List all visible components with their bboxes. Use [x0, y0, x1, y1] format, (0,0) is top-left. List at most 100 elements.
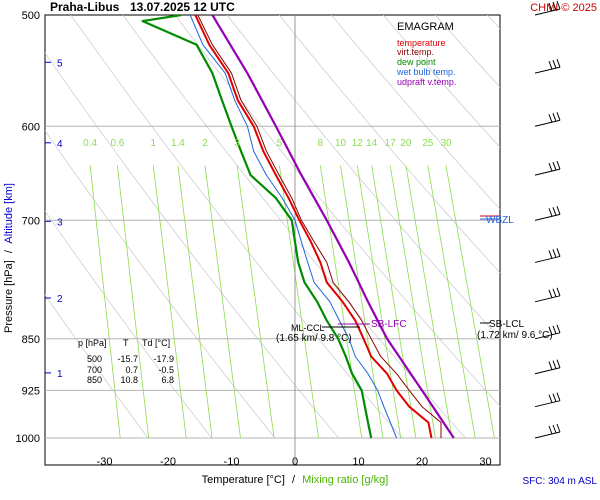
mixing-ratio-line: [371, 165, 417, 439]
pressure-tick-label: 850: [22, 334, 40, 346]
wind-barb-feather: [552, 424, 557, 434]
legend-item-virt-temp: virt.temp.: [397, 47, 434, 57]
x-axis-title: Temperature [°C] / Mixing ratio [g/kg]: [202, 474, 389, 486]
ml-ccl-label: ML-CCL: [291, 323, 325, 333]
pressure-tick-label: 700: [22, 215, 40, 227]
altitude-tick-label: 2: [57, 294, 63, 305]
temperature-tick-label: -30: [97, 456, 113, 468]
mixing-ratio-label: 17: [385, 138, 397, 149]
x-axis-label-temp: Temperature [°C]: [202, 474, 285, 486]
wind-barb-feather: [556, 392, 561, 401]
datetime-title: 13.07.2025 12 UTC: [130, 0, 235, 14]
wind-barb: [534, 160, 561, 176]
credit-label: CHMI © 2025: [530, 2, 597, 14]
wind-barb-feather: [556, 324, 561, 333]
wind-barb-feather: [556, 206, 561, 215]
wind-barb-feather: [556, 58, 561, 68]
mixing-ratio-line: [204, 165, 241, 439]
wind-barb: [534, 248, 561, 263]
temperature-tick-label: 30: [479, 456, 491, 468]
legend-item-temperature: temperature: [397, 38, 446, 48]
wind-barb-feather: [556, 359, 561, 368]
wind-barb-feather: [548, 326, 553, 335]
mixing-ratio-line: [356, 165, 402, 439]
wind-barb: [534, 0, 561, 16]
mixing-ratio-label: 1: [151, 138, 157, 149]
wind-barb-feather: [552, 161, 557, 171]
wind-barb: [534, 206, 561, 221]
mixing-ratio-label: 20: [400, 138, 412, 149]
table-row: 6.8: [161, 375, 174, 385]
dry-adiabat: [330, 15, 500, 210]
temperature-tick-label: 10: [352, 456, 364, 468]
wind-barb-feather: [548, 425, 553, 435]
wind-barb: [534, 287, 561, 303]
mixing-ratio-label: 3: [234, 138, 240, 149]
dry-adiabat: [45, 210, 212, 439]
mixing-ratio-label: 10: [335, 138, 347, 149]
svg-text:Pressure [hPa] / A: Pressure [hPa] / Altitude [km]: [3, 183, 15, 333]
mixing-ratio-line: [236, 165, 275, 439]
sb-lfc-label: SB-LFC: [371, 319, 407, 330]
wind-barb-feather: [556, 160, 561, 170]
x-axis-label-sep: /: [292, 474, 296, 486]
wind-barb-feather: [552, 59, 557, 69]
wind-barb: [534, 324, 561, 340]
pressure-tick-label: 925: [22, 385, 40, 397]
wind-barb: [534, 423, 561, 439]
y-axis-title: Pressure [hPa] / Altitude [km]: [3, 183, 15, 333]
mixing-ratio-line: [152, 165, 187, 439]
sb-lcl-value: (1.72 km/ 9.6 °C): [477, 330, 553, 341]
legend-item-updraft: udpraft v.temp.: [397, 77, 456, 87]
table-header-t: T: [123, 338, 129, 348]
table-row: -0.5: [158, 365, 174, 375]
wind-barb-feather: [548, 60, 553, 70]
wind-barb-feather: [552, 113, 557, 122]
wind-barb-feather: [552, 207, 557, 216]
wind-barb-feather: [548, 394, 553, 403]
mixing-ratio-label: 1.4: [171, 138, 185, 149]
temperature-tick-label: -10: [224, 456, 240, 468]
table-row: 700: [87, 365, 102, 375]
table-row: 0.7: [125, 365, 138, 375]
sb-lcl-label: SB-LCL: [489, 319, 524, 330]
mixing-ratio-label: 25: [422, 138, 434, 149]
mixing-ratio-line: [445, 165, 495, 439]
wind-barb-feather: [556, 112, 561, 121]
mixing-ratio-line: [319, 165, 363, 439]
dry-adiabat: [174, 15, 500, 407]
pressure-tick-label: 1000: [16, 433, 40, 445]
wind-barb-feather: [552, 249, 557, 258]
mixing-ratio-line: [389, 165, 436, 439]
series-udpraft-v-temp: [211, 15, 455, 439]
mixing-ratio-label: 14: [366, 138, 378, 149]
wind-barb-feather: [556, 423, 561, 433]
wind-barb-feather: [548, 208, 553, 217]
value-table: p [hPa] T Td [°C] 500 -15.7 -17.9 700 0.…: [78, 338, 174, 385]
dry-adiabat: [278, 15, 500, 274]
altitude-tick-label: 4: [57, 139, 63, 150]
dry-adiabat: [45, 129, 276, 439]
wind-barb-feather: [556, 0, 561, 10]
table-header-p: p [hPa]: [78, 338, 107, 348]
table-row: -15.7: [117, 354, 138, 364]
sfc-label: SFC: 304 m ASL: [523, 476, 598, 487]
altitude-tick-label: 5: [57, 58, 63, 69]
mixing-ratio-line: [89, 165, 121, 439]
altitude-tick-label: 1: [57, 369, 63, 380]
mixing-ratio-label: 2: [202, 138, 208, 149]
mixing-ratio-label: 0.4: [83, 138, 97, 149]
wind-barb-feather: [548, 114, 553, 123]
y-axis-label-altitude: Altitude [km]: [3, 183, 15, 244]
wind-barb-feather: [548, 361, 553, 370]
table-row: -17.9: [153, 354, 174, 364]
mixing-ratio-line: [427, 165, 476, 439]
wind-barb-feather: [556, 248, 561, 257]
legend-item-dew-point: dew point: [397, 57, 436, 67]
dry-adiabat: [226, 15, 500, 340]
series-temperature: [194, 15, 433, 439]
pressure-tick-label: 500: [22, 10, 40, 22]
mixing-ratio-label: 0.6: [110, 138, 124, 149]
pressure-tick-label: 600: [22, 121, 40, 133]
wind-barb: [534, 58, 561, 74]
